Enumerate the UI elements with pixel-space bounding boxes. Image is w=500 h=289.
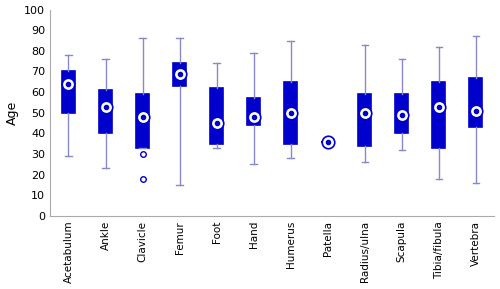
PathPatch shape [358,94,372,146]
Y-axis label: Age: Age [6,101,18,125]
PathPatch shape [247,98,260,125]
PathPatch shape [99,90,112,134]
PathPatch shape [470,78,482,127]
PathPatch shape [396,94,408,134]
PathPatch shape [432,82,446,148]
PathPatch shape [62,71,75,113]
PathPatch shape [284,82,297,144]
PathPatch shape [210,88,223,144]
PathPatch shape [136,94,149,148]
PathPatch shape [173,63,186,86]
